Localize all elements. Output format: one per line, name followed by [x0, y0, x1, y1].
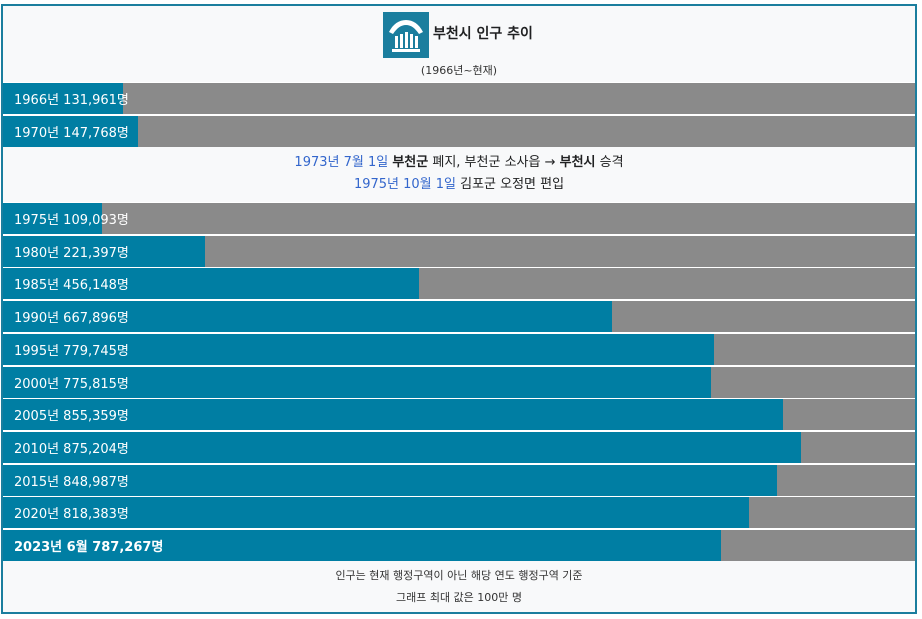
bar-label: 2015년 848,987명: [14, 474, 129, 490]
note-bold-bucheon-gun: 부천군: [392, 155, 429, 170]
bar-row: 1980년 221,397명: [3, 235, 915, 267]
bar: [3, 235, 205, 267]
date-link-1973[interactable]: 1973년 7월 1일: [294, 155, 389, 170]
bar: [3, 203, 103, 234]
bar-label: 1966년 131,961명: [14, 93, 129, 108]
bar-row: 2010년 875,204명: [3, 431, 915, 463]
history-note: 1973년 7월 1일 부천군 폐지, 부천군 소사읍 → 부천시 승격 197…: [3, 147, 915, 202]
bar-row: 2005년 855,359명: [3, 399, 915, 431]
bar-row: 1970년 147,768명: [3, 116, 915, 147]
bar-row: 1966년 131,961명: [3, 83, 915, 114]
bar: [3, 431, 802, 463]
bar-label: 1970년 147,768명: [14, 126, 129, 141]
bar-row: 2020년 818,383명: [3, 497, 915, 529]
bar-row: 2023년 6월 787,267명: [3, 530, 915, 561]
bar-label: 1995년 779,745명: [14, 343, 129, 359]
footer-line-2: 그래프 최대 값은 100만 명: [395, 591, 523, 604]
bar: [3, 268, 419, 300]
bar: [3, 464, 778, 496]
bar: [3, 83, 124, 114]
population-chart-box: 부천시 인구 추이 (1966년~현재) 1973년 7월 1일 부천군 폐지,…: [1, 4, 917, 614]
bar: [3, 301, 613, 333]
chart-subtitle: (1966년~현재): [420, 64, 498, 77]
city-emblem-icon: [383, 12, 429, 58]
chart-footer: 인구는 현재 행정구역이 아닌 해당 연도 행정구역 기준 그래프 최대 값은 …: [3, 560, 915, 612]
bar-row: 1985년 456,148명: [3, 268, 915, 300]
bar-label: 2000년 775,815명: [14, 376, 129, 392]
bar: [3, 366, 711, 398]
bar-row: 1990년 667,896명: [3, 301, 915, 333]
bar-label: 2005년 855,359명: [14, 409, 129, 425]
bar: [3, 399, 784, 431]
bar: [3, 530, 721, 561]
date-link-1975[interactable]: 1975년 10월 1일: [353, 177, 456, 192]
bar-label: 2020년 818,383명: [14, 507, 129, 523]
bar-label: 1985년 456,148명: [14, 278, 129, 294]
bar-label: 2023년 6월 787,267명: [14, 540, 164, 555]
bar-label: 2010년 875,204명: [14, 441, 129, 457]
bar-row: 1975년 109,093명: [3, 203, 915, 234]
chart-title: 부천시 인구 추이: [433, 26, 533, 42]
chart-header: 부천시 인구 추이 (1966년~현재): [3, 6, 915, 82]
bar-label: 1980년 221,397명: [14, 245, 129, 261]
bar-row: 2000년 775,815명: [3, 366, 915, 398]
bar-row: 2015년 848,987명: [3, 464, 915, 496]
bar: [3, 497, 750, 529]
note-line-1: 1973년 7월 1일 부천군 폐지, 부천군 소사읍 → 부천시 승격: [3, 152, 915, 174]
footer-line-1: 인구는 현재 행정구역이 아닌 해당 연도 행정구역 기준: [335, 569, 583, 582]
note-line-2: 1975년 10월 1일 김포군 오정면 편입: [3, 174, 915, 196]
bar-row: 1995년 779,745명: [3, 333, 915, 365]
note-text: 폐지, 부천군 소사읍 →: [428, 155, 560, 170]
bar: [3, 333, 715, 365]
bar-label: 1975년 109,093명: [14, 213, 129, 228]
bar: [3, 116, 138, 147]
note-text: 김포군 오정면 편입: [455, 177, 565, 192]
bar-label: 1990년 667,896명: [14, 311, 129, 327]
note-text: 승격: [595, 155, 624, 170]
note-bold-bucheon-si: 부천시: [559, 155, 596, 170]
